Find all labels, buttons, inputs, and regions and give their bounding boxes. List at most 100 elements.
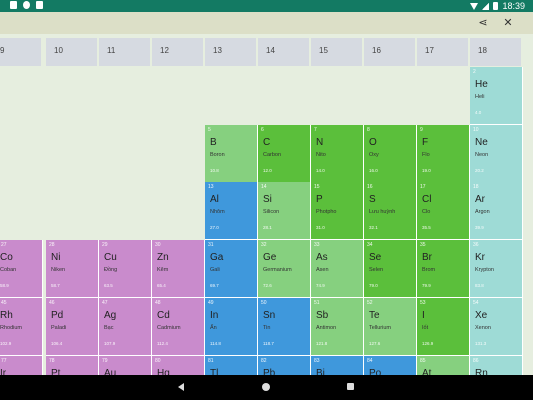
element-cell-co[interactable]: 27 Co Coban 58.9 bbox=[0, 240, 43, 298]
element-cell-ir[interactable]: 77 Ir bbox=[0, 356, 43, 375]
element-cell-as[interactable]: 33 As Asen 74.9 bbox=[311, 240, 364, 298]
atomic-mass: 126.9 bbox=[422, 341, 434, 346]
element-cell-cu[interactable]: 29 Cu Đồng 63.5 bbox=[99, 240, 152, 298]
notification-file-icon bbox=[36, 1, 43, 9]
group-header-15: 15 bbox=[311, 38, 362, 66]
status-right: 18:39 bbox=[470, 0, 525, 12]
element-cell-pt[interactable]: 78 Pt bbox=[46, 356, 99, 375]
element-cell-xe[interactable]: 54 Xe Xenon 131.3 bbox=[470, 298, 523, 356]
element-cell-pb[interactable]: 82 Pb bbox=[258, 356, 311, 375]
atomic-number: 80 bbox=[155, 358, 161, 364]
element-cell-f[interactable]: 9 F Flo 19.0 bbox=[417, 125, 470, 183]
element-symbol: I bbox=[422, 310, 425, 321]
element-name: Heli bbox=[475, 94, 485, 100]
element-name: Brom bbox=[422, 267, 436, 273]
element-name: Flo bbox=[422, 152, 430, 158]
element-name: Boron bbox=[210, 152, 225, 158]
periodic-table[interactable]: 9 10 11 12 13 14 15 16 17 18 2 He Heli 4.0 5 B Boron 10.8… bbox=[0, 34, 533, 375]
element-cell-tl[interactable]: 81 Tl bbox=[205, 356, 258, 375]
notification-icons bbox=[10, 1, 43, 9]
element-cell-cd[interactable]: 48 Cd Cadmium 112.4 bbox=[152, 298, 205, 356]
element-cell-ni[interactable]: 28 Ni Niken 58.7 bbox=[46, 240, 99, 298]
element-symbol: Ne bbox=[475, 137, 488, 148]
element-symbol: In bbox=[210, 310, 219, 321]
share-icon[interactable]: ⋖ bbox=[478, 17, 488, 29]
element-symbol: As bbox=[316, 252, 328, 263]
group-header-18: 18 bbox=[470, 38, 521, 66]
atomic-number: 32 bbox=[261, 242, 267, 248]
element-cell-zn[interactable]: 30 Zn Kẽm 65.4 bbox=[152, 240, 205, 298]
element-cell-ar[interactable]: 18 Ar Argon 39.9 bbox=[470, 182, 523, 240]
element-name: Oxy bbox=[369, 152, 379, 158]
clock: 18:39 bbox=[502, 1, 525, 11]
atomic-mass: 20.2 bbox=[475, 168, 484, 173]
element-cell-sb[interactable]: 51 Sb Antimon 121.8 bbox=[311, 298, 364, 356]
element-cell-kr[interactable]: 36 Kr Krypton 83.8 bbox=[470, 240, 523, 298]
atomic-number: 15 bbox=[314, 184, 320, 190]
element-cell-c[interactable]: 6 C Carbon 12.0 bbox=[258, 125, 311, 183]
element-cell-te[interactable]: 52 Te Tellurium 127.6 bbox=[364, 298, 417, 356]
element-cell-si[interactable]: 14 Si Silicon 28.1 bbox=[258, 182, 311, 240]
element-name: Lưu huỳnh bbox=[369, 209, 396, 215]
element-name: Niken bbox=[51, 267, 66, 273]
element-cell-po[interactable]: 84 Po bbox=[364, 356, 417, 375]
element-cell-sn[interactable]: 50 Sn Tin 118.7 bbox=[258, 298, 311, 356]
atomic-mass: 114.8 bbox=[210, 341, 221, 346]
atomic-mass: 63.5 bbox=[104, 283, 113, 288]
group-header-13: 13 bbox=[205, 38, 256, 66]
element-cell-b[interactable]: 5 B Boron 10.8 bbox=[205, 125, 258, 183]
system-nav-bar bbox=[0, 375, 533, 400]
element-cell-ga[interactable]: 31 Ga Gali 69.7 bbox=[205, 240, 258, 298]
back-icon[interactable] bbox=[178, 383, 184, 391]
element-cell-o[interactable]: 8 O Oxy 16.0 bbox=[364, 125, 417, 183]
element-cell-ne[interactable]: 10 Ne Neon 20.2 bbox=[470, 125, 523, 183]
element-name: Krypton bbox=[475, 267, 494, 273]
element-cell-n[interactable]: 7 N Nito 14.0 bbox=[311, 125, 364, 183]
atomic-mass: 14.0 bbox=[316, 168, 325, 173]
recent-apps-icon[interactable] bbox=[347, 383, 354, 390]
element-symbol: Ir bbox=[0, 368, 7, 375]
element-cell-he[interactable]: 2 He Heli 4.0 bbox=[470, 67, 523, 125]
element-cell-bi[interactable]: 83 Bi bbox=[311, 356, 364, 375]
atomic-number: 51 bbox=[314, 300, 320, 306]
element-name: Photpho bbox=[316, 209, 337, 215]
element-name: Kẽm bbox=[157, 267, 169, 273]
atomic-number: 33 bbox=[314, 242, 320, 248]
atomic-mass: 16.0 bbox=[369, 168, 378, 173]
close-icon[interactable]: ✕ bbox=[503, 17, 513, 29]
element-cell-cl[interactable]: 17 Cl Clo 35.5 bbox=[417, 182, 470, 240]
element-cell-rh[interactable]: 45 Rh Rhodium 102.9 bbox=[0, 298, 43, 356]
element-cell-al[interactable]: 13 Al Nhôm 27.0 bbox=[205, 182, 258, 240]
element-name: Xenon bbox=[475, 325, 491, 331]
element-cell-br[interactable]: 35 Br Brom 79.9 bbox=[417, 240, 470, 298]
atomic-mass: 72.6 bbox=[263, 283, 272, 288]
atomic-number: 17 bbox=[420, 184, 426, 190]
home-icon[interactable] bbox=[262, 383, 270, 391]
atomic-mass: 10.8 bbox=[210, 168, 219, 173]
element-name: Iốt bbox=[422, 325, 429, 331]
element-symbol: Ni bbox=[51, 252, 61, 263]
element-cell-hg[interactable]: 80 Hg bbox=[152, 356, 205, 375]
element-cell-rn[interactable]: 86 Rn bbox=[470, 356, 523, 375]
element-cell-se[interactable]: 34 Se Selen 79.0 bbox=[364, 240, 417, 298]
element-symbol: Sb bbox=[316, 310, 329, 321]
element-cell-in[interactable]: 49 In Ấn 114.8 bbox=[205, 298, 258, 356]
element-symbol: Al bbox=[210, 194, 219, 205]
atomic-number: 53 bbox=[420, 300, 426, 306]
element-symbol: Ge bbox=[263, 252, 277, 263]
element-cell-pd[interactable]: 46 Pd Paladi 106.4 bbox=[46, 298, 99, 356]
element-cell-p[interactable]: 15 P Photpho 31.0 bbox=[311, 182, 364, 240]
element-name: Bạc bbox=[104, 325, 114, 331]
element-cell-ge[interactable]: 32 Ge Germanium 72.6 bbox=[258, 240, 311, 298]
element-cell-au[interactable]: 79 Au bbox=[99, 356, 152, 375]
atomic-number: 13 bbox=[208, 184, 214, 190]
element-symbol: Cu bbox=[104, 252, 117, 263]
element-cell-i[interactable]: 53 I Iốt 126.9 bbox=[417, 298, 470, 356]
element-cell-s[interactable]: 16 S Lưu huỳnh 32.1 bbox=[364, 182, 417, 240]
element-symbol: Sn bbox=[263, 310, 276, 321]
element-name: Argon bbox=[475, 209, 490, 215]
element-symbol: Cd bbox=[157, 310, 170, 321]
element-cell-ag[interactable]: 47 Ag Bạc 107.9 bbox=[99, 298, 152, 356]
element-cell-at[interactable]: 85 At bbox=[417, 356, 470, 375]
element-name: Antimon bbox=[316, 325, 337, 331]
